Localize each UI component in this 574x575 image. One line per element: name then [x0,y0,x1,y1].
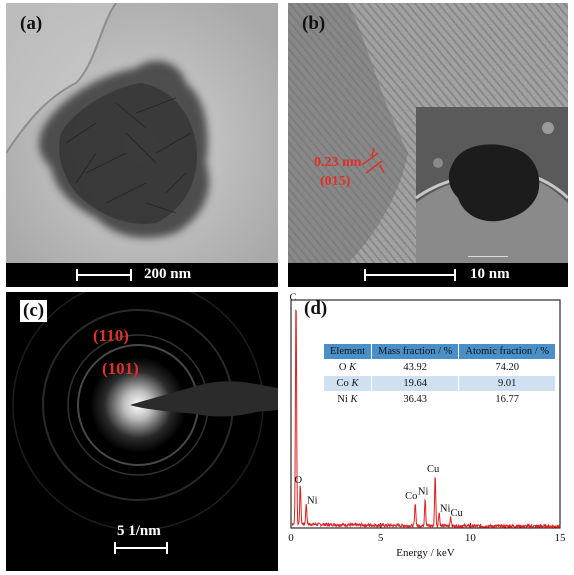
peak-label: Ni [307,495,318,506]
panel-c-label: (c) [20,300,48,322]
saed-ring-101: (101) [102,359,139,378]
eds-composition-table: Element Mass fraction / % Atomic fractio… [323,343,557,408]
atomic-cell: 9.01 [458,375,557,392]
eds-table-header-row: Element Mass fraction / % Atomic fractio… [323,343,557,360]
panel-b-label: (b) [302,13,326,34]
eds-header-atomic: Atomic fraction / % [458,343,557,360]
atomic-cell: 74.20 [458,359,557,376]
element-cell: Co K [323,375,372,392]
saed-pattern [12,292,278,554]
mass-cell: 19.64 [370,375,460,392]
mass-cell: 43.92 [370,359,460,376]
lattice-plane-label: (015) [320,174,351,189]
saed-ring-110: (110) [93,326,129,345]
table-row: O K 43.92 74.20 [323,359,557,376]
peak-label: Cu [427,464,440,475]
peak-label: Co [405,491,417,502]
panel-a-scale-text: 200 nm [144,266,192,282]
peak-label: Cu [450,508,463,519]
panel-c-saed-pattern: (c) (110) (101) 5 1/nm [6,292,278,571]
panel-b-scale-text: 10 nm [470,266,510,282]
panel-d-eds-spectrum: 0 5 10 15 Energy / keV C O Ni Co Ni Cu Ni Cu (d) El… [282,292,570,574]
eds-plot-frame [290,299,561,529]
x-tick-label: 10 [465,532,477,544]
x-tick-label: 15 [555,532,567,544]
peak-label: Ni [440,503,451,514]
peak-label: O [295,475,303,486]
element-cell: Ni K [323,391,372,408]
x-axis-label: Energy / keV [396,547,455,559]
table-row: Ni K 36.43 16.77 [323,391,557,408]
peak-label: C [290,293,297,304]
peak-label: Ni [418,487,429,498]
panel-d-label: (d) [304,298,328,319]
panel-b-hrtem-image: (b) 0.23 nm (015) 10 nm [288,3,568,287]
mass-cell: 36.43 [370,391,460,408]
panel-a-label: (a) [20,13,43,34]
eds-header-mass: Mass fraction / % [370,343,460,360]
hrtem-image-b [288,3,568,287]
hrtem-inset-image [415,107,568,263]
tem-image-a [6,3,278,287]
atomic-cell: 16.77 [458,391,557,408]
panel-a-tem-image: (a) 200 nm [6,3,278,287]
x-tick-label: 0 [288,532,294,544]
element-cell: O K [323,359,372,376]
d-spacing-label: 0.23 nm [314,155,362,170]
eds-spectrum-line [291,309,561,530]
table-row: Co K 19.64 9.01 [323,375,557,392]
eds-header-element: Element [323,343,372,360]
x-tick-label: 5 [378,532,384,544]
panel-c-scale-text: 5 1/nm [117,523,161,539]
